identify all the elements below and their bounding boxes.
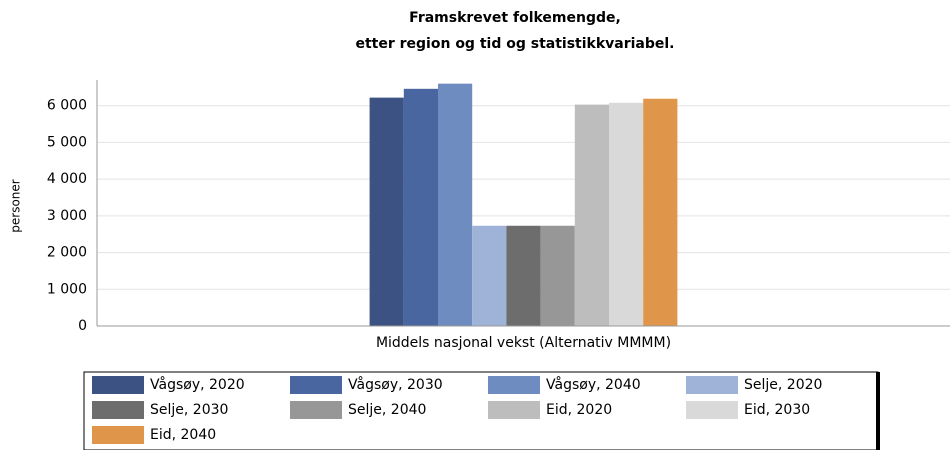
legend-swatch — [92, 376, 144, 394]
legend-swatch — [686, 401, 738, 419]
bar — [643, 98, 678, 326]
legend-label: Vågsøy, 2020 — [150, 376, 245, 393]
bar — [540, 225, 575, 326]
bar — [369, 97, 404, 327]
bar — [438, 83, 473, 327]
legend-swatch — [290, 376, 342, 394]
y-tick-label: 3 000 — [47, 208, 87, 224]
legend-swatch — [92, 401, 144, 419]
legend-label: Selje, 2040 — [348, 402, 426, 418]
y-axis-label: personer — [9, 179, 23, 233]
y-tick-label: 6 000 — [47, 98, 87, 114]
x-tick-label: Middels nasjonal vekst (Alternativ MMMM) — [376, 335, 671, 351]
bar — [506, 225, 541, 326]
legend-label: Eid, 2030 — [744, 402, 810, 418]
legend-label: Selje, 2030 — [150, 402, 228, 418]
chart-title: Framskrevet folkemengde, — [409, 10, 621, 26]
legend-swatch — [92, 426, 144, 444]
legend-swatch — [686, 376, 738, 394]
legend-swatch — [488, 401, 540, 419]
legend-label: Selje, 2020 — [744, 377, 822, 393]
y-tick-label: 5 000 — [47, 134, 87, 150]
legend — [83, 371, 879, 450]
y-tick-label: 0 — [78, 318, 87, 334]
legend-swatch — [290, 401, 342, 419]
chart-title: etter region og tid og statistikkvariabe… — [355, 36, 674, 52]
y-tick-label: 2 000 — [47, 245, 87, 261]
legend-label: Eid, 2020 — [546, 402, 612, 418]
y-tick-label: 4 000 — [47, 171, 87, 187]
bar — [574, 104, 609, 326]
bar — [609, 102, 644, 326]
legend-swatch — [488, 376, 540, 394]
legend-label: Eid, 2040 — [150, 427, 216, 443]
y-tick-label: 1 000 — [47, 281, 87, 297]
bar — [472, 225, 507, 326]
legend-label: Vågsøy, 2040 — [546, 376, 641, 393]
legend-label: Vågsøy, 2030 — [348, 376, 443, 393]
bar — [403, 88, 438, 326]
